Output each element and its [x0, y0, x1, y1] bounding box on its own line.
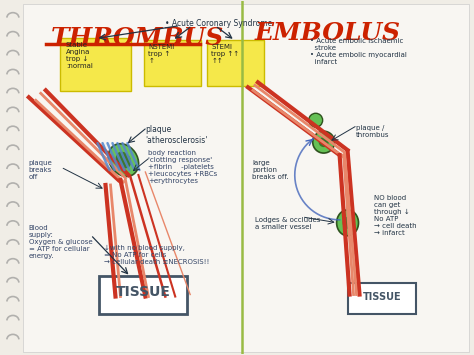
Text: NO blood
can get
through ↓
No ATP
→ cell death
→ infarct: NO blood can get through ↓ No ATP → cell… [374, 195, 417, 236]
Ellipse shape [313, 131, 335, 153]
Text: • Acute embolic ischaemic
  stroke
• Acute embolic myocardial
  infarct: • Acute embolic ischaemic stroke • Acute… [310, 38, 407, 65]
Text: TISSUE: TISSUE [363, 291, 402, 301]
Text: EMBOLUS: EMBOLUS [255, 21, 401, 45]
Ellipse shape [108, 144, 138, 176]
Text: body reaction
'clotting response'
+fibrin    -platelets
+leucocytes +RBCs
+eryth: body reaction 'clotting response' +fibri… [148, 150, 218, 184]
FancyBboxPatch shape [348, 283, 416, 314]
Text: Lodges & occludes
a smaller vessel: Lodges & occludes a smaller vessel [255, 217, 320, 230]
Text: NSTEMI
trop ↑
↑: NSTEMI trop ↑ ↑ [148, 44, 174, 64]
Text: plaque /
thrombus: plaque / thrombus [356, 125, 389, 138]
Text: Stable
Angina
trop ↓
:normal: Stable Angina trop ↓ :normal [66, 42, 92, 69]
Text: THROMBUS: THROMBUS [51, 26, 224, 50]
FancyBboxPatch shape [207, 39, 264, 86]
FancyBboxPatch shape [99, 275, 187, 315]
Ellipse shape [116, 152, 131, 168]
Text: TISSUE: TISSUE [116, 285, 171, 299]
Ellipse shape [319, 137, 328, 147]
Text: plaque
'atherosclerosis': plaque 'atherosclerosis' [146, 125, 208, 144]
FancyBboxPatch shape [60, 38, 131, 91]
Ellipse shape [337, 210, 358, 236]
Text: ↓with no blood supply,
= No ATP for cells
→ cellular death ≡NECROSIS!!: ↓with no blood supply, = No ATP for cell… [103, 245, 209, 265]
Text: • Acute Coronary Syndrome: • Acute Coronary Syndrome [165, 18, 273, 28]
Ellipse shape [343, 217, 353, 229]
FancyBboxPatch shape [145, 39, 201, 86]
Text: Blood
supply:
Oxygen & glucose
= ATP for cellular
energy.: Blood supply: Oxygen & glucose = ATP for… [29, 225, 92, 259]
Text: plaque
breaks
off: plaque breaks off [29, 160, 53, 180]
FancyBboxPatch shape [23, 4, 469, 352]
Ellipse shape [309, 113, 323, 127]
Text: STEMI
trop ↑↑
↑↑: STEMI trop ↑↑ ↑↑ [211, 44, 239, 64]
Text: large
portion
breaks off.: large portion breaks off. [252, 160, 289, 180]
